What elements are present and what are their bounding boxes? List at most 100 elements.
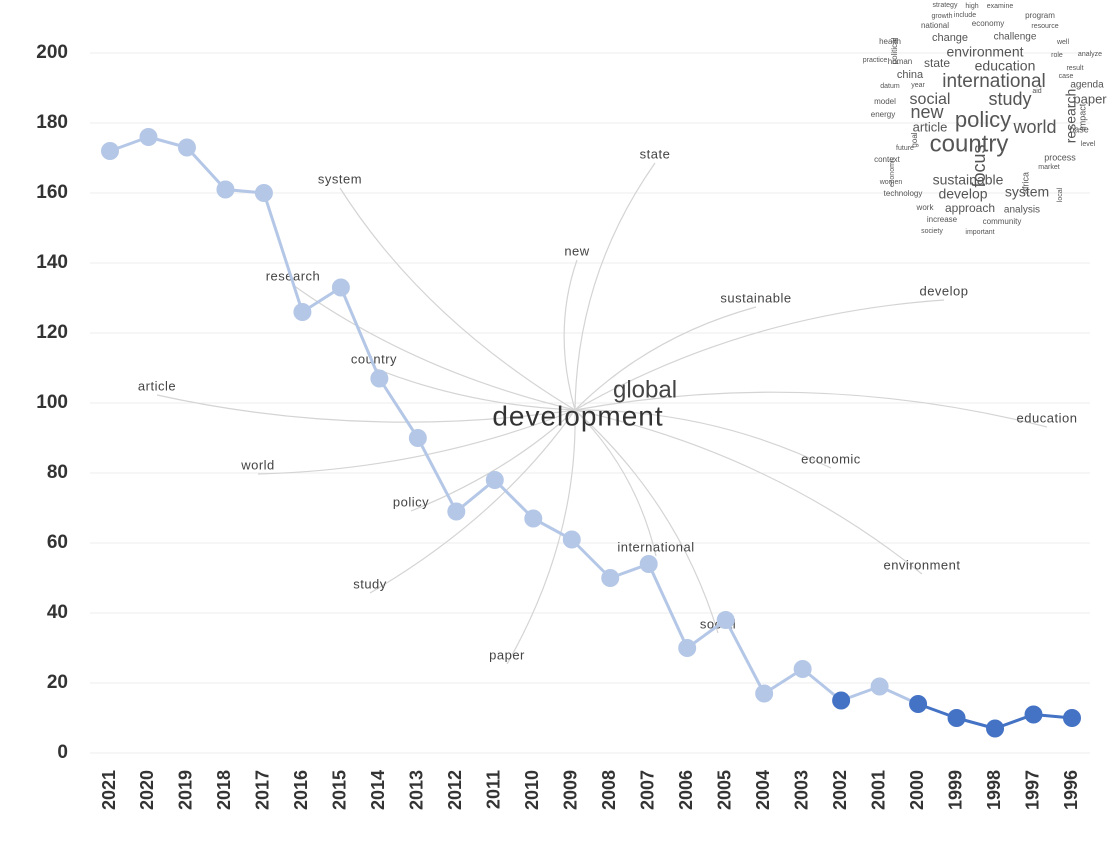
network-link [410,409,576,512]
word-cloud-word: approach [945,201,995,215]
word-cloud-word: aid [1032,88,1041,95]
word-cloud-word: process [1044,152,1076,162]
network-word: study [353,576,387,591]
x-tick-label: 1998 [984,770,1004,810]
word-cloud-word: increase [927,215,958,224]
line-segment [493,478,535,520]
word-cloud-word: research [1063,89,1079,143]
network-word: article [138,378,176,393]
word-cloud-word: new [910,102,944,122]
network-link [574,409,832,469]
word-cloud-word: africa [1020,172,1030,194]
word-cloud-word: environment [946,44,1023,60]
y-tick-label: 180 [36,112,68,133]
word-cloud-word: state [924,56,950,70]
data-point [870,677,889,696]
network-word: world [240,457,275,472]
word-cloud-word: datum [880,83,900,90]
data-point [216,180,235,199]
word-cloud-word: year [911,82,925,89]
line-segment [185,146,227,191]
network-link [506,409,576,665]
word-cloud-word: society [921,228,943,235]
network-link [369,409,576,594]
word-cloud-word: change [932,32,968,44]
data-point [562,530,581,549]
x-tick-label: 2010 [522,770,542,810]
network-word: education [1017,410,1078,425]
word-cloud-word: agenda [1070,80,1104,91]
word-cloud-word: impact [1077,103,1087,130]
x-tick-label: 2016 [291,770,311,810]
x-tick-label: 2015 [330,770,350,810]
y-tick-label: 80 [47,462,68,483]
word-cloud-word: future [896,145,914,152]
network-link [574,409,923,575]
y-tick-label: 120 [36,322,68,343]
data-point [1024,705,1043,724]
word-cloud-word: market [1038,164,1059,171]
network-word: international [617,539,694,554]
network-word: paper [489,647,525,662]
x-tick-label: 2012 [445,770,465,810]
word-cloud-word: technology [884,189,923,198]
data-point [639,555,658,573]
data-point [408,429,427,447]
x-tick-label: 2002 [830,770,850,810]
word-cloud-word: national [921,21,949,30]
network-link [257,409,576,475]
word-cloud-word: china [897,69,924,81]
word-cloud-word: policy [955,107,1011,132]
data-point [524,509,543,528]
x-tick-label: 2008 [599,770,619,810]
x-tick-label: 1999 [945,770,965,810]
x-tick-label: 2019 [176,770,196,810]
line-segment [724,619,766,695]
word-cloud-word: human [888,57,912,66]
word-cloud-word: economy [972,19,1004,28]
word-cloud-word: model [874,97,896,106]
word-cloud-word: paper [1073,91,1107,106]
word-cloud-word: women [879,179,903,186]
word-cloud-word: focus [969,144,989,187]
x-tick-label: 2005 [714,770,734,810]
network-link [574,162,656,411]
data-point [755,684,774,703]
word-cloud-word: local [1057,187,1064,202]
data-point [947,709,966,727]
y-tick-label: 100 [36,392,68,413]
data-point [177,138,196,157]
word-cloud-word: context [874,155,901,164]
word-cloud-word: study [988,89,1031,109]
word-cloud-word: examine [987,3,1014,10]
y-tick-label: 60 [47,532,68,553]
x-tick-label: 2009 [561,770,581,810]
network-link [574,306,757,411]
data-point [678,639,697,657]
x-tick-label: 2011 [484,770,504,809]
word-cloud-word: education [975,58,1036,74]
word-cloud-word: political [890,37,899,64]
line-segment [378,377,420,439]
network-word: develop [919,283,968,298]
network-word: environment [883,557,960,572]
data-point [293,303,312,321]
network-word: research [266,268,321,283]
network-word: policy [393,494,429,509]
y-tick-label: 200 [36,42,68,63]
network-center: development [492,400,663,431]
data-point [370,369,389,388]
word-cloud-word: case [1059,73,1074,80]
word-cloud-word: system [1005,184,1049,200]
network-link [339,187,576,411]
data-point [601,569,620,587]
x-tick-label: 2004 [753,770,773,810]
word-cloud-word: world [1012,117,1056,137]
network-link [156,394,576,423]
word-cloud-word: develop [938,186,987,202]
data-point [254,184,273,202]
word-cloud-word: growth [931,13,952,20]
word-cloud-word: community [983,217,1022,226]
data-point [986,719,1005,738]
